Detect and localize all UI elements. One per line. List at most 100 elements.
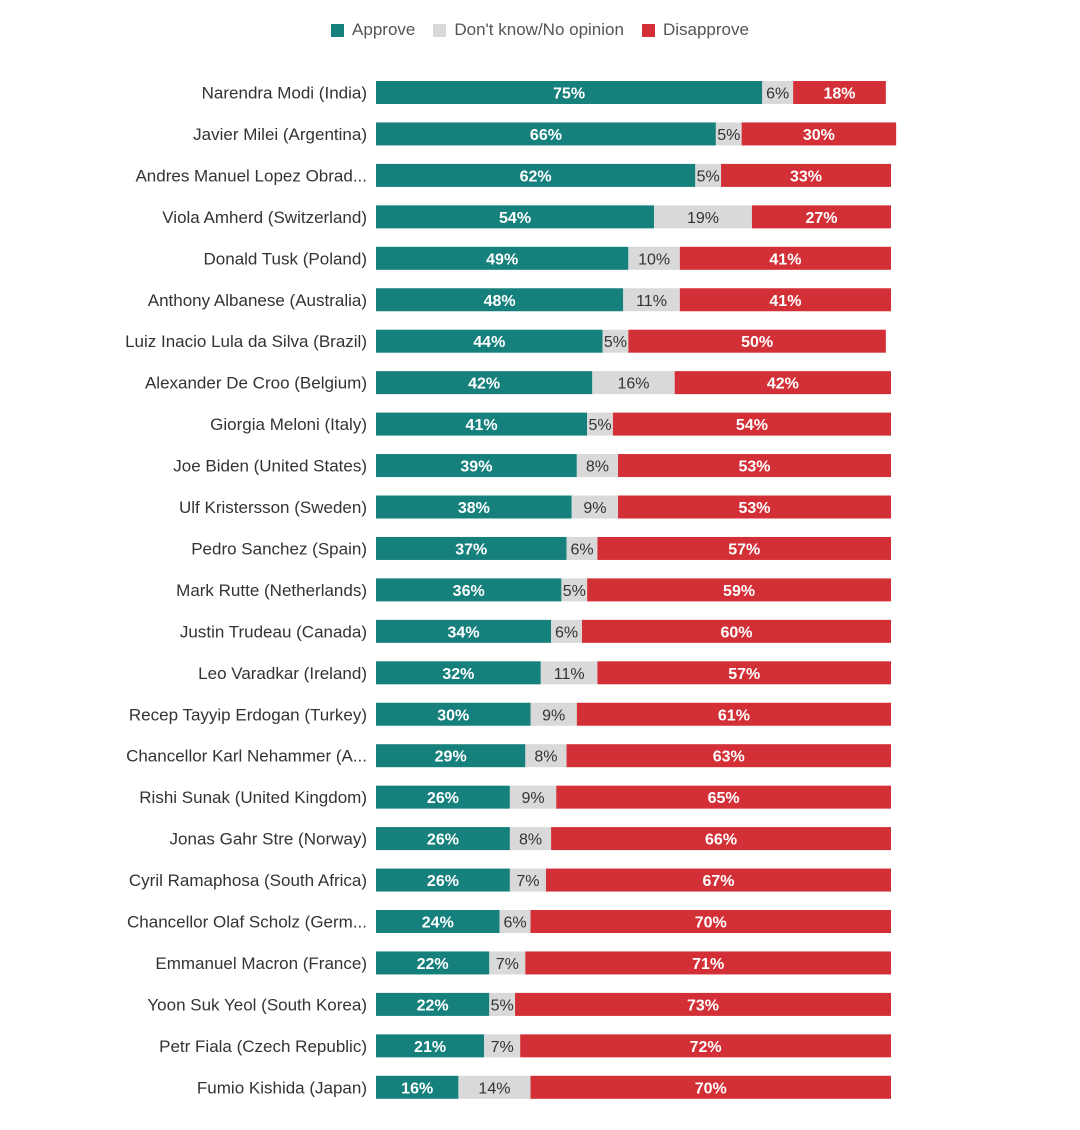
bar-segment-approve <box>376 744 526 768</box>
bar-segment-approve <box>376 1034 485 1058</box>
bar-segment-approve <box>376 951 490 975</box>
data-label-disapprove: 53% <box>739 459 771 476</box>
bar-segment-approve <box>376 81 763 104</box>
bar-segment-disapprove <box>628 329 886 353</box>
bar-segment-disapprove <box>530 910 891 933</box>
bar-segment-disapprove <box>679 288 891 312</box>
data-label-disapprove: 70% <box>695 915 727 932</box>
data-label-disapprove: 61% <box>718 707 750 724</box>
category-label: Viola Amherd (Switzerland) <box>162 208 367 227</box>
data-label-dont-know: 8% <box>586 459 609 476</box>
bar-segment-dont-know <box>509 827 552 851</box>
bar-segment-disapprove <box>566 744 891 768</box>
bar-row: Alexander De Croo (Belgium) 42% 16% 42% <box>145 371 891 395</box>
data-label-disapprove: 70% <box>695 1080 727 1097</box>
bar-segment-approve <box>376 163 696 187</box>
data-label-dont-know: 5% <box>563 583 586 600</box>
bar-row: Donald Tusk (Poland) 49% 10% 41% <box>204 246 891 270</box>
bar-segment-approve <box>376 412 588 436</box>
data-label-approve: 48% <box>484 293 516 310</box>
bar-segment-disapprove <box>741 122 897 146</box>
bar-segment-approve <box>376 205 655 229</box>
data-label-approve: 16% <box>401 1080 433 1097</box>
bar-row: Fumio Kishida (Japan) 16% 14% 70% <box>197 1075 891 1099</box>
data-label-disapprove: 42% <box>767 376 799 393</box>
category-label: Jonas Gahr Stre (Norway) <box>170 830 367 849</box>
data-label-approve: 32% <box>442 666 474 683</box>
bar-segment-disapprove <box>612 412 891 436</box>
data-label-approve: 38% <box>458 500 490 517</box>
bar-row: Yoon Suk Yeol (South Korea) 22% 5% 73% <box>147 992 891 1016</box>
data-label-disapprove: 41% <box>769 251 801 268</box>
bar-segment-approve <box>376 495 572 519</box>
bar-row: Jonas Gahr Stre (Norway) 26% 8% 66% <box>170 827 891 851</box>
category-label: Luiz Inacio Lula da Silva (Brazil) <box>125 332 367 351</box>
bar-segment-dont-know <box>499 910 531 933</box>
bar-row: Viola Amherd (Switzerland) 54% 19% 27% <box>162 205 891 229</box>
bar-segment-dont-know <box>623 288 680 312</box>
data-label-disapprove: 53% <box>739 500 771 517</box>
bar-row: Chancellor Olaf Scholz (Germ... 24% 6% 70% <box>127 910 891 933</box>
category-label: Joe Biden (United States) <box>173 457 367 476</box>
data-label-disapprove: 60% <box>720 624 752 641</box>
bar-segment-dont-know <box>525 744 567 768</box>
bar-segment-approve <box>376 454 577 478</box>
data-label-disapprove: 57% <box>728 541 760 558</box>
category-label: Justin Trudeau (Canada) <box>180 622 367 641</box>
bar-segment-dont-know <box>602 329 629 353</box>
data-label-disapprove: 57% <box>728 666 760 683</box>
data-label-approve: 39% <box>460 459 492 476</box>
bar-row: Justin Trudeau (Canada) 34% 6% 60% <box>180 619 891 643</box>
bar-segment-disapprove <box>556 785 891 809</box>
data-label-disapprove: 71% <box>692 956 724 973</box>
bar-segment-dont-know <box>540 661 598 685</box>
data-label-dont-know: 6% <box>570 541 593 558</box>
data-label-approve: 62% <box>520 168 552 185</box>
bar-row: Emmanuel Macron (France) 22% 7% 71% <box>155 951 891 975</box>
data-label-approve: 24% <box>422 915 454 932</box>
bar-row: Anthony Albanese (Australia) 48% 11% 41% <box>148 288 891 312</box>
data-label-dont-know: 5% <box>604 334 627 351</box>
data-label-dont-know: 5% <box>491 997 514 1014</box>
bar-row: Pedro Sanchez (Spain) 37% 6% 57% <box>191 536 891 560</box>
data-label-approve: 34% <box>448 624 480 641</box>
bar-row: Giorgia Meloni (Italy) 41% 5% 54% <box>210 412 891 436</box>
bar-segment-dont-know <box>489 992 516 1016</box>
data-label-dont-know: 9% <box>542 707 565 724</box>
data-label-approve: 22% <box>417 956 449 973</box>
data-label-dont-know: 6% <box>503 915 526 932</box>
bar-segment-disapprove <box>576 702 891 726</box>
bar-segment-approve <box>376 329 603 353</box>
bar-segment-dont-know <box>458 1075 531 1099</box>
category-label: Yoon Suk Yeol (South Korea) <box>147 995 367 1014</box>
data-label-approve: 26% <box>427 873 459 890</box>
data-label-dont-know: 14% <box>478 1080 510 1097</box>
category-label: Mark Rutte (Netherlands) <box>176 581 367 600</box>
data-label-disapprove: 63% <box>713 749 745 766</box>
data-label-approve: 54% <box>499 210 531 227</box>
data-label-approve: 26% <box>427 790 459 807</box>
category-label: Chancellor Olaf Scholz (Germ... <box>127 913 367 932</box>
data-label-dont-know: 7% <box>491 1039 514 1056</box>
bar-segment-dont-know <box>762 81 794 104</box>
bar-row: Luiz Inacio Lula da Silva (Brazil) 44% 5% 5… <box>125 329 886 353</box>
bar-segment-dont-know <box>551 619 582 643</box>
legend-swatch-disapprove <box>641 23 655 37</box>
bar-segment-dont-know <box>489 951 526 975</box>
bar-segment-disapprove <box>530 1075 891 1099</box>
data-label-dont-know: 11% <box>636 293 667 310</box>
bar-segment-approve <box>376 288 624 312</box>
data-label-dont-know: 7% <box>496 956 519 973</box>
bar-segment-disapprove <box>618 454 891 478</box>
data-label-approve: 66% <box>530 127 562 144</box>
bar-segment-dont-know <box>592 371 675 395</box>
bar-segment-disapprove <box>721 163 891 187</box>
legend-item-disapprove: Disapprove <box>641 20 749 40</box>
data-label-approve: 29% <box>435 749 467 766</box>
data-label-disapprove: 30% <box>803 127 835 144</box>
data-label-dont-know: 5% <box>717 127 740 144</box>
bar-segment-dont-know <box>576 454 619 478</box>
data-label-dont-know: 5% <box>697 168 720 185</box>
data-label-disapprove: 50% <box>741 334 773 351</box>
data-label-disapprove: 67% <box>702 873 734 890</box>
